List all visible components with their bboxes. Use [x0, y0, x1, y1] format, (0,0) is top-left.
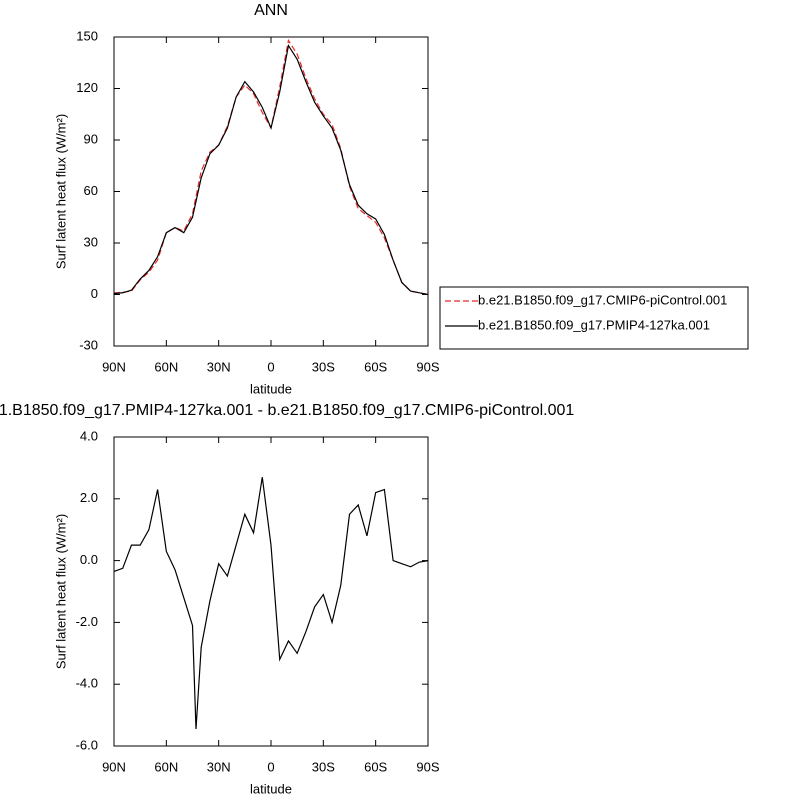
y-tick-label: -4.0 [76, 676, 98, 691]
x-tick-label: 30N [207, 759, 231, 774]
x-tick-label: 90S [416, 759, 439, 774]
chart-title: ANN [254, 2, 288, 19]
x-axis-label: latitude [250, 781, 292, 796]
y-tick-label: 30 [84, 234, 98, 249]
x-tick-label: 30S [312, 759, 335, 774]
chart-title: b.e21.B1850.f09_g17.PMIP4-127ka.001 - b.… [0, 402, 574, 419]
data-line [113, 477, 429, 730]
x-tick-label: 60S [364, 359, 387, 374]
y-tick-label: 2.0 [80, 490, 98, 505]
x-tick-label: 60S [364, 759, 387, 774]
x-tick-label: 90S [416, 359, 439, 374]
data-line [113, 43, 429, 296]
legend-label: b.e21.B1850.f09_g17.PMIP4-127ka.001 [478, 317, 710, 332]
y-tick-label: 120 [76, 80, 98, 95]
y-tick-label: -2.0 [76, 614, 98, 629]
x-tick-label: 30N [207, 359, 231, 374]
x-tick-label: 90N [102, 759, 126, 774]
x-tick-label: 60N [154, 759, 178, 774]
y-tick-label: 150 [76, 28, 98, 43]
data-line [113, 38, 429, 296]
y-tick-label: -30 [79, 337, 98, 352]
y-tick-label: 4.0 [80, 428, 98, 443]
x-tick-label: 90N [102, 359, 126, 374]
x-tick-label: 30S [312, 359, 335, 374]
x-axis-label: latitude [250, 381, 292, 396]
legend-label: b.e21.B1850.f09_g17.CMIP6-piControl.001 [478, 292, 727, 307]
plot-frame [113, 436, 429, 747]
y-tick-label: 60 [84, 183, 98, 198]
y-axis-label: Surf latent heat flux (W/m²) [53, 114, 68, 269]
y-tick-label: 90 [84, 131, 98, 146]
x-tick-label: 0 [267, 759, 274, 774]
y-axis-label: Surf latent heat flux (W/m²) [53, 514, 68, 669]
legend-box [439, 286, 749, 350]
y-tick-label: 0.0 [80, 552, 98, 567]
y-tick-label: -6.0 [76, 737, 98, 752]
y-tick-label: 0 [91, 286, 98, 301]
plot-frame [113, 36, 429, 347]
x-tick-label: 0 [267, 359, 274, 374]
x-tick-label: 60N [154, 359, 178, 374]
